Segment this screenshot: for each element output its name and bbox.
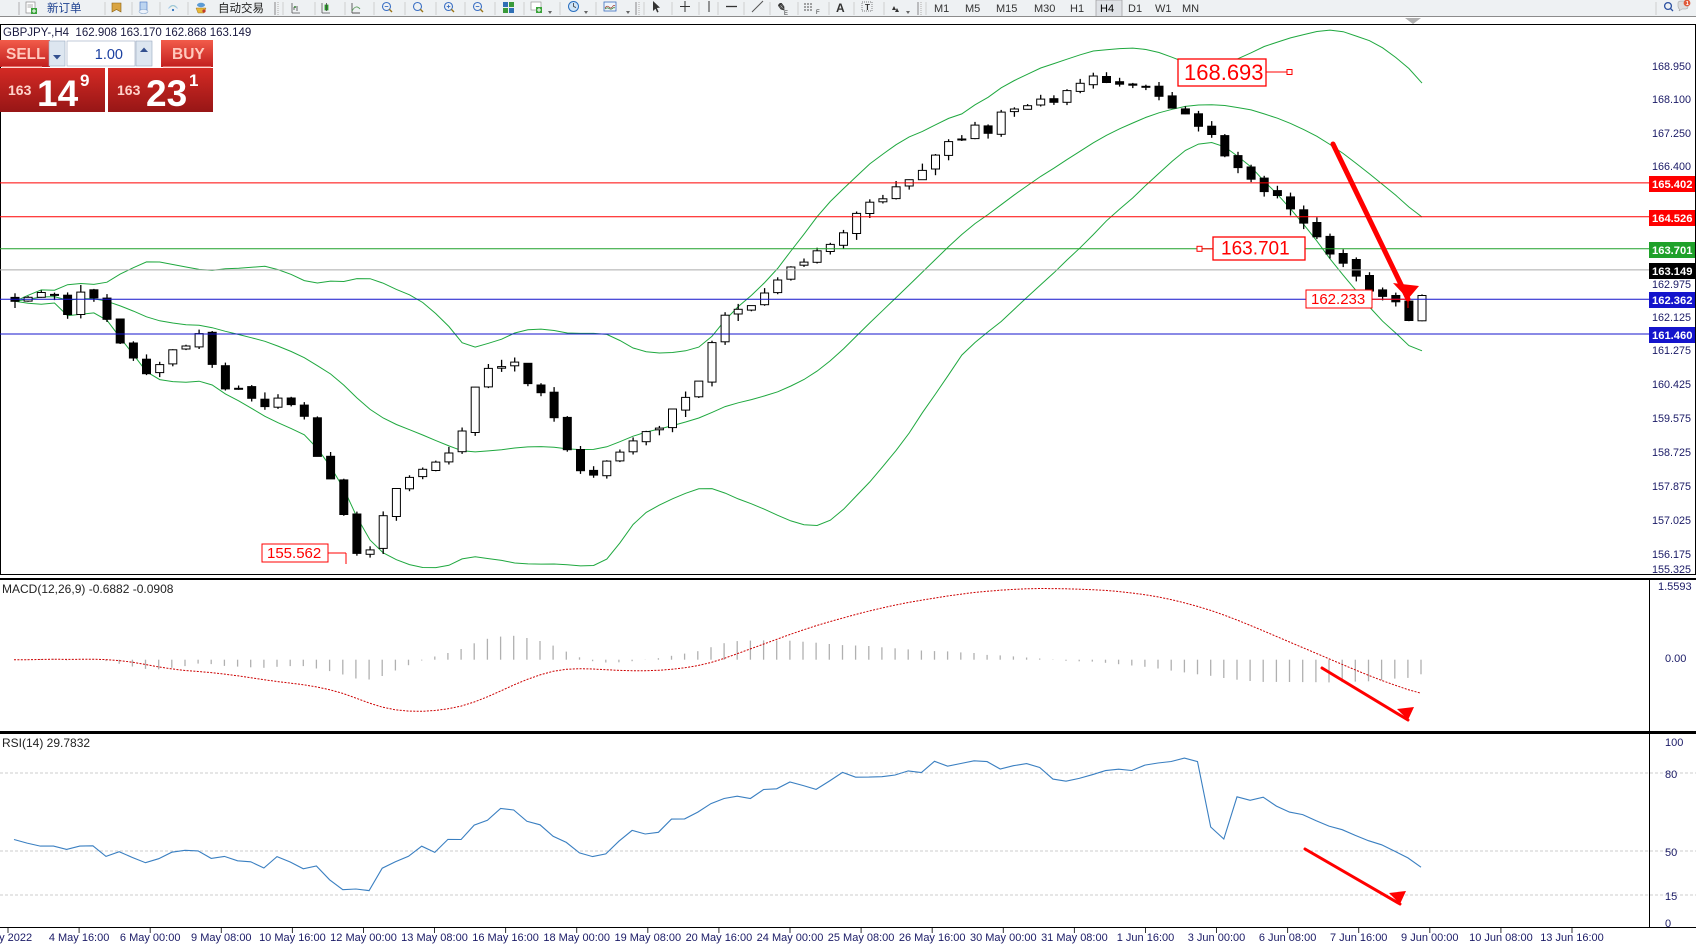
svg-text:168.100: 168.100 bbox=[1652, 94, 1691, 106]
svg-text:158.725: 158.725 bbox=[1652, 447, 1691, 459]
svg-text:168.950: 168.950 bbox=[1652, 61, 1691, 73]
svg-text:163.701: 163.701 bbox=[1652, 245, 1692, 257]
svg-text:9 May 08:00: 9 May 08:00 bbox=[191, 932, 252, 944]
svg-text:3 Jun 00:00: 3 Jun 00:00 bbox=[1188, 932, 1246, 944]
svg-text:0: 0 bbox=[1665, 918, 1671, 928]
svg-text:24 May 00:00: 24 May 00:00 bbox=[757, 932, 824, 944]
svg-text:163.149: 163.149 bbox=[1652, 266, 1692, 278]
svg-text:156.175: 156.175 bbox=[1652, 549, 1691, 561]
svg-text:23: 23 bbox=[146, 73, 187, 112]
svg-text:166.400: 166.400 bbox=[1652, 161, 1691, 173]
svg-text:1 Jun 16:00: 1 Jun 16:00 bbox=[1117, 932, 1175, 944]
svg-text:13 Jun 16:00: 13 Jun 16:00 bbox=[1540, 932, 1604, 944]
svg-text:4 May 16:00: 4 May 16:00 bbox=[49, 932, 110, 944]
svg-text:1.00: 1.00 bbox=[95, 47, 123, 63]
svg-text:1.5593: 1.5593 bbox=[1658, 581, 1692, 593]
svg-text:7 Jun 16:00: 7 Jun 16:00 bbox=[1330, 932, 1388, 944]
svg-text:M5: M5 bbox=[965, 3, 980, 15]
svg-text:157.025: 157.025 bbox=[1652, 515, 1691, 527]
svg-text:新订单: 新订单 bbox=[47, 1, 82, 15]
svg-text:SELL: SELL bbox=[6, 46, 46, 63]
svg-text:30 May 00:00: 30 May 00:00 bbox=[970, 932, 1037, 944]
svg-text:E: E bbox=[784, 11, 788, 17]
svg-text:162.362: 162.362 bbox=[1652, 295, 1692, 307]
svg-text:F: F bbox=[816, 10, 820, 16]
svg-text:D1: D1 bbox=[1128, 3, 1142, 15]
svg-text:M1: M1 bbox=[934, 3, 949, 15]
svg-text:19 May 08:00: 19 May 08:00 bbox=[614, 932, 681, 944]
svg-text:167.250: 167.250 bbox=[1652, 128, 1691, 140]
svg-text:1: 1 bbox=[1686, 1, 1689, 7]
svg-text:15: 15 bbox=[1665, 891, 1677, 903]
svg-text:6 Jun 08:00: 6 Jun 08:00 bbox=[1259, 932, 1317, 944]
svg-text:100: 100 bbox=[1665, 737, 1683, 749]
svg-text:H1: H1 bbox=[1070, 3, 1084, 15]
svg-text:163: 163 bbox=[117, 82, 141, 98]
svg-text:16 May 16:00: 16 May 16:00 bbox=[472, 932, 539, 944]
svg-text:163: 163 bbox=[8, 82, 32, 98]
svg-text:12 May 00:00: 12 May 00:00 bbox=[330, 932, 397, 944]
svg-text:155.325: 155.325 bbox=[1652, 564, 1691, 575]
svg-text:165.402: 165.402 bbox=[1652, 179, 1692, 191]
svg-text:18 May 00:00: 18 May 00:00 bbox=[543, 932, 610, 944]
svg-text:M30: M30 bbox=[1034, 3, 1055, 15]
svg-text:161.275: 161.275 bbox=[1652, 345, 1691, 357]
svg-text:80: 80 bbox=[1665, 769, 1677, 781]
svg-text:162.975: 162.975 bbox=[1652, 279, 1691, 291]
svg-text:BUY: BUY bbox=[172, 46, 205, 63]
svg-text:MN: MN bbox=[1182, 3, 1199, 15]
svg-text:161.460: 161.460 bbox=[1652, 330, 1692, 342]
svg-text:6 May 00:00: 6 May 00:00 bbox=[120, 932, 181, 944]
svg-text:9 Jun 00:00: 9 Jun 00:00 bbox=[1401, 932, 1459, 944]
svg-text:自动交易: 自动交易 bbox=[218, 1, 264, 15]
svg-text:M15: M15 bbox=[996, 3, 1017, 15]
svg-text:31 May 08:00: 31 May 08:00 bbox=[1041, 932, 1108, 944]
svg-text:25 May 08:00: 25 May 08:00 bbox=[828, 932, 895, 944]
svg-text:A: A bbox=[836, 1, 845, 15]
svg-text:50: 50 bbox=[1665, 847, 1677, 859]
svg-text:164.526: 164.526 bbox=[1652, 213, 1692, 225]
svg-text:10 Jun 08:00: 10 Jun 08:00 bbox=[1469, 932, 1533, 944]
svg-text:159.575: 159.575 bbox=[1652, 413, 1691, 425]
svg-text:T: T bbox=[865, 3, 870, 12]
svg-text:162.125: 162.125 bbox=[1652, 312, 1691, 324]
svg-text:W1: W1 bbox=[1155, 3, 1172, 15]
svg-text:20 May 16:00: 20 May 16:00 bbox=[686, 932, 753, 944]
svg-text:May 2022: May 2022 bbox=[0, 932, 32, 944]
svg-text:160.425: 160.425 bbox=[1652, 379, 1691, 391]
svg-text:0.00: 0.00 bbox=[1665, 653, 1686, 665]
svg-text:157.875: 157.875 bbox=[1652, 481, 1691, 493]
svg-text:26 May 16:00: 26 May 16:00 bbox=[899, 932, 966, 944]
svg-text:1: 1 bbox=[189, 71, 198, 90]
svg-text:9: 9 bbox=[80, 71, 89, 90]
svg-text:10 May 16:00: 10 May 16:00 bbox=[259, 932, 326, 944]
svg-text:H4: H4 bbox=[1100, 3, 1114, 15]
svg-text:13 May 08:00: 13 May 08:00 bbox=[401, 932, 468, 944]
svg-text:14: 14 bbox=[37, 73, 79, 112]
